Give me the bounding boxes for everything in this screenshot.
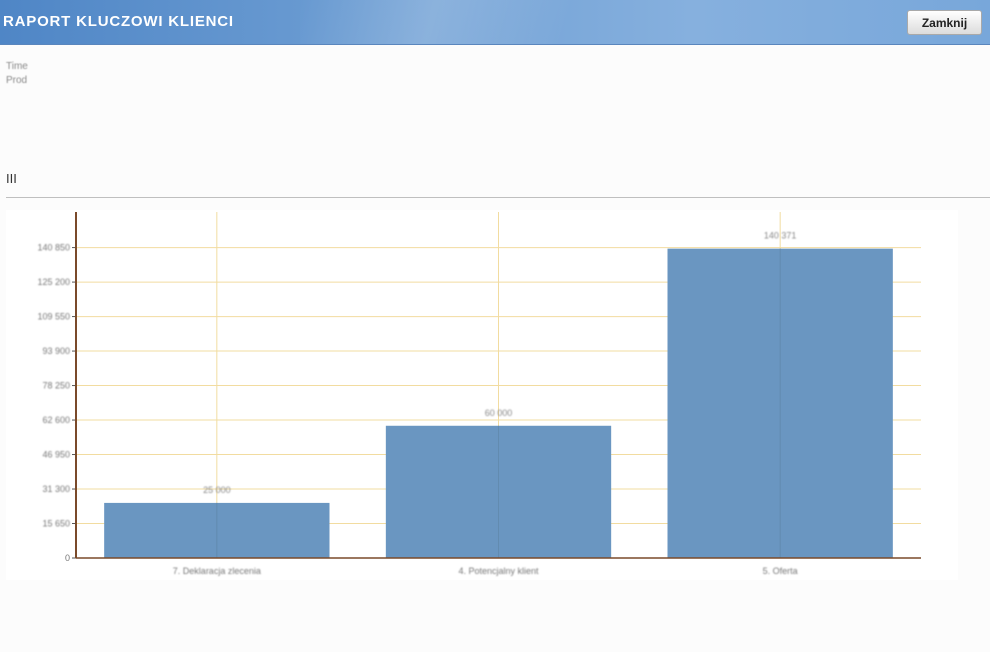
x-category-label: 5. Oferta bbox=[763, 566, 798, 576]
y-tick-label: 62 600 bbox=[42, 415, 70, 425]
y-tick-label: 125 200 bbox=[37, 277, 70, 287]
report-header: RAPORT KLUCZOWI KLIENCI Zamknij bbox=[0, 0, 990, 45]
chart-container: 0 15 650 31 300 46 950 62 600 78 250 93 900 109… bbox=[6, 210, 958, 580]
report-meta: Time Prod bbox=[6, 60, 28, 88]
bar-value-label: 140 371 bbox=[764, 231, 797, 241]
report-title: RAPORT KLUCZOWI KLIENCI bbox=[3, 13, 234, 30]
y-tick-label: 31 300 bbox=[42, 484, 70, 494]
close-button[interactable]: Zamknij bbox=[907, 10, 982, 35]
bar-value-label: 60 000 bbox=[485, 408, 513, 418]
bar-value-label: 25 000 bbox=[203, 485, 231, 495]
meta-line-product: Prod bbox=[6, 75, 28, 86]
bar-chart: 0 15 650 31 300 46 950 62 600 78 250 93 900 109… bbox=[37, 212, 921, 576]
y-tick-label: 93 900 bbox=[42, 346, 70, 356]
header-decoration bbox=[300, 0, 630, 44]
x-category-label: 4. Potencjalny klient bbox=[458, 566, 539, 576]
y-tick-label: 46 950 bbox=[42, 450, 70, 460]
y-tick-label: 0 bbox=[65, 553, 70, 563]
x-category-label: 7. Deklaracja zlecenia bbox=[173, 566, 261, 576]
y-tick-label: 109 550 bbox=[37, 312, 70, 322]
section-label: III bbox=[6, 171, 17, 186]
y-tick-label: 140 850 bbox=[37, 243, 70, 253]
y-tick-label: 78 250 bbox=[42, 381, 70, 391]
y-tick-label: 15 650 bbox=[42, 519, 70, 529]
section-divider bbox=[6, 197, 990, 198]
meta-line-time: Time bbox=[6, 61, 28, 72]
